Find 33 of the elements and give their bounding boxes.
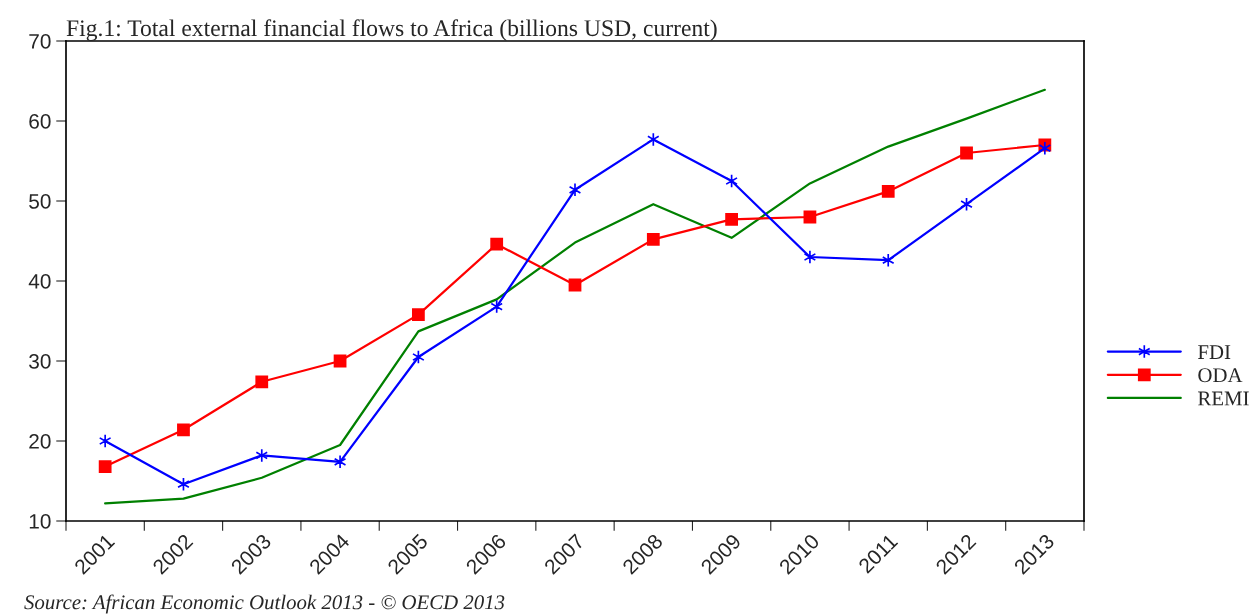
point bbox=[1038, 141, 1052, 156]
point bbox=[333, 354, 347, 368]
y-tick-label: 40 bbox=[28, 274, 51, 289]
point bbox=[177, 423, 190, 437]
y-tick-label: 20 bbox=[29, 434, 51, 449]
point bbox=[98, 433, 112, 449]
point bbox=[960, 146, 973, 160]
y-tick-label: 10 bbox=[29, 514, 51, 529]
point bbox=[333, 454, 347, 469]
point bbox=[568, 182, 582, 197]
chart-title: Fig.1: Total external financial flows to Africa (billions USD, current) bbox=[66, 19, 717, 41]
y-tick-label: 50 bbox=[29, 194, 51, 209]
point bbox=[255, 448, 269, 463]
point bbox=[646, 233, 660, 246]
point bbox=[490, 237, 504, 251]
point bbox=[881, 253, 895, 268]
point bbox=[647, 132, 660, 147]
point bbox=[803, 249, 817, 265]
legend-label: ODA bbox=[1198, 368, 1243, 383]
legend-label: FDI bbox=[1198, 345, 1231, 359]
y-tick-label: 70 bbox=[29, 34, 51, 49]
point bbox=[255, 375, 269, 389]
legend-label: REMI bbox=[1198, 391, 1249, 406]
y-tick-label: 60 bbox=[29, 114, 51, 129]
point bbox=[411, 308, 425, 321]
point bbox=[803, 210, 817, 224]
y-tick-label: 30 bbox=[29, 354, 51, 369]
point bbox=[881, 185, 895, 198]
point bbox=[490, 299, 503, 314]
point bbox=[568, 278, 582, 292]
point bbox=[98, 460, 112, 473]
source-note: Source: African Economic Outlook 2013 - © OECD 2013 bbox=[24, 594, 505, 614]
point bbox=[725, 213, 739, 226]
